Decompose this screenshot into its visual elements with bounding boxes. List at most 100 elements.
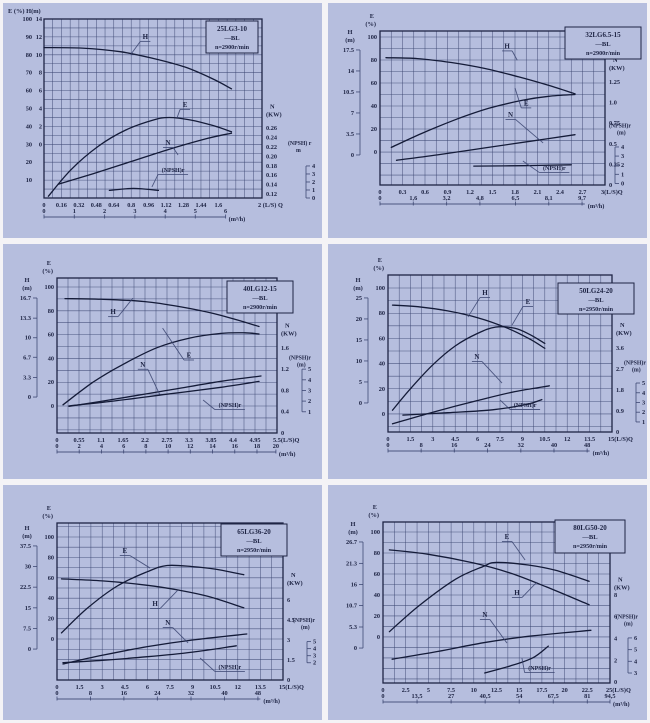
e-tick-label: 100 [23, 16, 32, 23]
x-tick-label: 0.64 [108, 202, 120, 209]
h-tick-label: 12 [36, 34, 42, 41]
e-tick-label: 20 [48, 616, 54, 623]
m3h-tick-label: 1 [73, 208, 76, 215]
e-tick-label: 80 [379, 310, 385, 317]
x-tick-label: 12.5 [491, 687, 502, 694]
curve-label-leader [202, 399, 216, 410]
pump-type-label: —BL [245, 538, 262, 545]
n-tick-label: 0.4 [281, 409, 290, 416]
n-tick-label: 4 [614, 635, 618, 642]
x-tick-label: 1.6 [214, 202, 222, 209]
n-tick-label: 0.5 [609, 141, 617, 148]
e-tick-label: 60 [379, 335, 385, 342]
title-box: 80LG50-20 —BL n=2950r/min [554, 519, 626, 554]
e-tick-label: 10 [26, 177, 32, 184]
npsh-axis-header: m [296, 148, 301, 154]
m3h-tick-label: 4 [100, 443, 104, 450]
n-tick-label: 0.26 [266, 125, 277, 132]
m3h-unit-label: (m³/h) [229, 216, 246, 223]
x-tick-label: 1.8 [511, 189, 519, 196]
curve-N [391, 385, 550, 425]
x-axis-ls: 0 0.16 0.32 0.48 0.64 0.8 0.96 1.12 1.28 1.44 1.6 2… [42, 202, 283, 209]
curve-label-N: N [165, 619, 170, 627]
curve-label-leader [159, 589, 179, 609]
curve-label-E: E [505, 533, 510, 541]
x-tick-label: 0.9 [444, 189, 452, 196]
m3h-tick-label: 2 [78, 443, 81, 450]
h-tick-label: 20 [356, 316, 362, 323]
x-tick-label: 2.1 [534, 189, 542, 196]
npsh-axis-header: (NPSH)r [616, 614, 638, 621]
e-tick-label: 100 [376, 285, 385, 292]
m3h-tick-label: 8 [420, 442, 423, 449]
m3h-tick-label: 20 [273, 443, 279, 450]
m3h-tick-label: 0 [378, 195, 381, 202]
x-tick-label: 4.95 [249, 437, 260, 444]
curve-(NPSH)r [484, 645, 549, 674]
h-tick-label: 8 [39, 70, 42, 77]
plot-border [387, 274, 613, 433]
pump-curve-chart-32LG6.5-15: 0 0.3 0.6 0.9 1.2 1.5 1.8 2.1 2.4 2.7 3(L/S)Q0 1,6 3… [343, 13, 642, 210]
m3h-tick-label: 6,5 [512, 195, 520, 202]
m3h-tick-label: 40 [551, 442, 557, 449]
npsh-axis-header: (NPSH) r [288, 140, 312, 147]
e-axis-header: E [47, 505, 51, 512]
n-tick-label: 0.12 [266, 191, 277, 198]
x-tick-label: 3(L/S)Q [601, 189, 623, 196]
left-axis-header: E (%) H(m) [8, 8, 41, 15]
curve-(NPSH)r [108, 187, 160, 192]
curves: H E N (NPSH)r [62, 297, 262, 411]
x-tick-label: 0 [381, 687, 384, 694]
h-tick-label: 7.5 [23, 625, 31, 632]
n-tick-label: 1.2 [281, 366, 289, 373]
curve-label-(NPSH)r: (NPSH)r [162, 167, 185, 174]
m3h-tick-label: 81 [584, 693, 590, 700]
npsh-tick-label: 4 [312, 163, 316, 170]
x-tick-label: 1.12 [161, 202, 172, 209]
npsh-tick-label: 5 [313, 639, 316, 646]
m3h-tick-label: 0 [55, 443, 58, 450]
e-tick-label: 100 [371, 529, 380, 536]
plot-border [382, 521, 611, 684]
npsh-tick-label: 1 [642, 419, 645, 426]
h-tick-label: 10 [36, 52, 42, 59]
e-axis-header: (%) [373, 265, 384, 272]
pump-model-title: 25LG3-10 [217, 25, 247, 33]
curve-label-leader [514, 87, 522, 109]
h-tick-label: 30 [25, 564, 31, 571]
e-tick-label: 80 [371, 57, 377, 64]
h-tick-label: 10 [356, 358, 362, 365]
m3h-tick-label: 0 [386, 442, 389, 449]
curve-label-leader [151, 174, 159, 188]
x-tick-label: 12 [235, 684, 241, 691]
curve-label-E: E [526, 298, 531, 306]
x-tick-label: 1.65 [117, 437, 128, 444]
x-tick-label: 0 [55, 684, 58, 691]
n-tick-label: 0.14 [266, 182, 278, 189]
h-tick-label: 17.5 [343, 47, 354, 54]
curves: H E N (NPSH)r [385, 42, 576, 174]
e-tick-label: 0 [377, 634, 380, 641]
curve-label-leader [481, 361, 503, 384]
e-tick-label: 40 [48, 355, 54, 362]
m3h-tick-label: 1,6 [409, 195, 417, 202]
curve-label-leader [129, 555, 151, 569]
e-axis-header: (%) [42, 513, 53, 520]
h-tick-label: 0 [28, 394, 31, 401]
pump-speed-label: n=2900r/min [586, 50, 621, 57]
m3h-tick-label: 6 [224, 208, 227, 215]
curves: E H N (NPSH)r [388, 533, 592, 674]
curve-label-E: E [122, 547, 127, 555]
e-tick-label: 60 [48, 575, 54, 582]
curve-label-leader [489, 619, 508, 644]
m3h-tick-label: 14 [209, 443, 216, 450]
curve-label-(NPSH)r: (NPSH)r [528, 665, 551, 672]
e-tick-label: 60 [26, 88, 32, 95]
x-tick-label: 22.5 [582, 687, 593, 694]
curve-(NPSH)r [473, 164, 572, 167]
npsh-axis-header: (m) [632, 366, 641, 373]
x-axis-m3h: 0 8 16 24 32 40 48(m³/h) [55, 690, 280, 705]
pump-curve-chart-65LG36-20: 0 1.5 3 4.5 6 7.5 9 10.5 12 13.5 15(L/S)Q0 8 16 24 32 4… [20, 505, 317, 705]
right-axis: N(KW) 1.6 1.2 0.8 0.4 0 (NPSH)r(m)5 4 3 2 1 [281, 323, 312, 437]
h-tick-label: 4 [39, 106, 43, 113]
